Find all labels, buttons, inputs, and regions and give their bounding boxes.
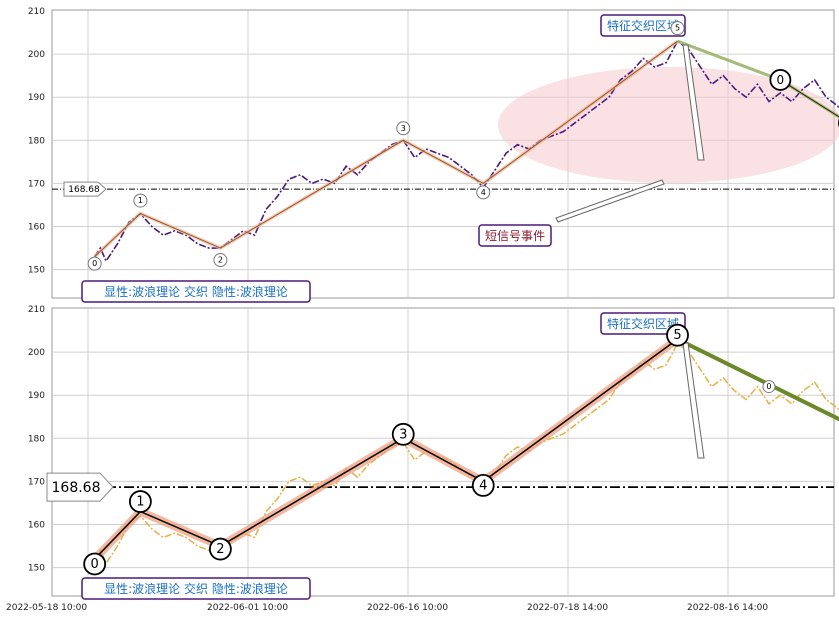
y-tick-label: 150 bbox=[28, 266, 45, 276]
wave-label-2: 2 bbox=[218, 256, 223, 265]
y-tick-label: 180 bbox=[28, 434, 45, 444]
wave-label-1: 1 bbox=[136, 495, 144, 510]
x-tick-label: 2022-08-16 14:00 bbox=[687, 603, 768, 613]
y-tick-label: 210 bbox=[28, 305, 45, 315]
x-tick-label: 2022-07-18 14:00 bbox=[527, 603, 608, 613]
wave-label-0: 0 bbox=[777, 73, 785, 87]
y-tick-label: 160 bbox=[28, 223, 45, 233]
x-tick-label: 2022-06-16 10:00 bbox=[367, 603, 448, 613]
top-panel: 150160170180190200210特征交织区域短信号事件168.6801… bbox=[28, 7, 839, 302]
y-tick-label: 200 bbox=[28, 50, 45, 60]
y-tick-label: 200 bbox=[28, 348, 45, 358]
y-tick-label: 180 bbox=[28, 136, 45, 146]
wave-label-3: 3 bbox=[399, 427, 407, 442]
bottom-legend-text: 显性:波浪理论 交织 隐性:波浪理论 bbox=[104, 581, 288, 596]
wave-label-4: 4 bbox=[479, 478, 487, 493]
x-tick-label: 2022-06-01 10:00 bbox=[207, 603, 288, 613]
feature-zone-annotation: 特征交织区域 bbox=[607, 18, 679, 33]
bottom-panel: 150160170180190200210特征交织区域168.68012345a… bbox=[28, 305, 839, 599]
wave-label-3: 3 bbox=[401, 124, 406, 133]
y-tick-label: 190 bbox=[28, 93, 45, 103]
wave-label-5: 5 bbox=[673, 328, 681, 343]
wave-label-0: 0 bbox=[91, 557, 99, 572]
short-signal-annotation: 短信号事件 bbox=[485, 229, 545, 243]
wave-label-5: 5 bbox=[675, 24, 680, 33]
y-tick-label: 210 bbox=[28, 7, 45, 17]
wave-label-1: 1 bbox=[138, 196, 143, 205]
wave-label-0: 0 bbox=[766, 382, 771, 391]
wave-label-0: 0 bbox=[92, 259, 97, 268]
wave-label-2: 2 bbox=[216, 542, 224, 557]
plot-area bbox=[52, 308, 834, 596]
top-legend-text: 显性:波浪理论 交织 隐性:波浪理论 bbox=[104, 284, 288, 299]
x-tick-label: 2022-05-18 10:00 bbox=[6, 603, 87, 613]
y-tick-label: 150 bbox=[28, 564, 45, 574]
y-tick-label: 190 bbox=[28, 391, 45, 401]
wave-label-4: 4 bbox=[481, 188, 486, 197]
x-axis: 2022-05-18 10:00 2022-06-01 10:00 2022-06-… bbox=[6, 603, 768, 613]
y-tick-label: 170 bbox=[28, 477, 45, 487]
reference-value-label: 168.68 bbox=[52, 480, 101, 496]
reference-value-label: 168.68 bbox=[68, 185, 100, 195]
y-tick-label: 170 bbox=[28, 179, 45, 189]
y-tick-label: 160 bbox=[28, 521, 45, 531]
